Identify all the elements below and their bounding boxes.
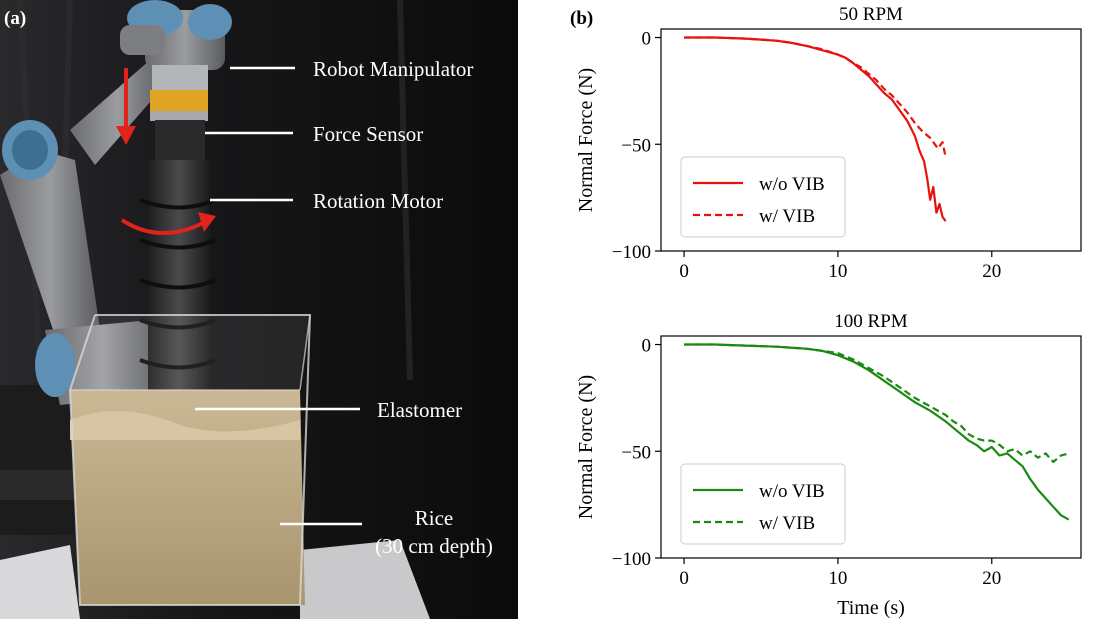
chart-title: 50 RPM (839, 4, 903, 25)
legend-label: w/ VIB (759, 206, 815, 227)
tool-flange (152, 65, 208, 91)
x-tick-label: 20 (982, 261, 1001, 282)
table-surface-right (300, 540, 430, 619)
label-rice: Rice (415, 506, 453, 530)
joint-cap-base (35, 333, 75, 397)
x-tick-label: 0 (679, 261, 689, 282)
auger-shaft (148, 160, 210, 400)
chart-title: 100 RPM (834, 311, 907, 332)
chart-0: 50 RPM 0 10 20 0 −50 −100 Normal Force (N) w/o V… (575, 4, 1082, 282)
force-sensor-body (150, 90, 208, 112)
optical-table (0, 385, 75, 535)
label-rotation-motor: Rotation Motor (313, 189, 443, 213)
legend-box (680, 463, 846, 545)
legend: w/o VIB w/ VIB (680, 463, 846, 545)
y-axis-label: Normal Force (N) (575, 375, 597, 519)
plot-frame (660, 335, 1082, 559)
chart-panel: (b) 50 RPM 0 10 20 0 −50 −100 Normal Force (N) w… (518, 0, 1110, 619)
annotation-lines (195, 66, 362, 526)
y-tick-label: 0 (642, 336, 652, 357)
y-tick-label: 0 (642, 29, 652, 50)
rotation-motor-housing (155, 120, 205, 160)
acrylic-container (68, 314, 312, 606)
plot-frame (660, 28, 1082, 252)
x-tick-label: 10 (828, 261, 847, 282)
x-tick-label: 10 (828, 568, 847, 589)
label-elastomer: Elastomer (377, 398, 462, 422)
x-tick-label: 0 (679, 568, 689, 589)
panel-a-label: (a) (4, 8, 26, 29)
legend-label: w/o VIB (759, 481, 825, 502)
legend: w/o VIB w/ VIB (680, 156, 846, 238)
chart-1: 100 RPM 0 10 20 0 −50 −100 Normal Force (N) Time… (575, 311, 1082, 619)
rotation-arrow (120, 212, 216, 235)
label-robot-manipulator: Robot Manipulator (313, 57, 473, 81)
label-rice-depth: (30 cm depth) (375, 534, 493, 558)
auger-flights (139, 198, 216, 370)
legend-box (680, 156, 846, 238)
y-tick-label: −100 (612, 242, 651, 263)
series-line-wvib (684, 36, 947, 158)
robot-arm-upper-link (70, 60, 165, 165)
photo-panel: (a) Robot Manipulator Force Sensor Rotat… (0, 0, 518, 619)
legend-label: w/o VIB (759, 174, 825, 195)
y-tick-label: −50 (621, 442, 651, 463)
y-tick-label: −100 (612, 549, 651, 570)
force-charts: (b) 50 RPM 0 10 20 0 −50 −100 Normal Force (N) w… (570, 4, 1082, 619)
robot-photo: (a) Robot Manipulator Force Sensor Rotat… (0, 0, 518, 619)
downward-arrow (116, 68, 136, 145)
panel-b-label: (b) (570, 8, 593, 29)
robot-arm-lower-link (0, 150, 100, 350)
label-force-sensor: Force Sensor (313, 122, 423, 146)
x-tick-label: 20 (982, 568, 1001, 589)
y-tick-label: −50 (621, 135, 651, 156)
x-axis-label: Time (s) (837, 597, 905, 619)
robot-arm-base (45, 320, 160, 405)
table-surface (0, 545, 80, 619)
y-axis-label: Normal Force (N) (575, 68, 597, 212)
legend-label: w/ VIB (759, 513, 815, 534)
series-line-wvib (684, 343, 1069, 463)
